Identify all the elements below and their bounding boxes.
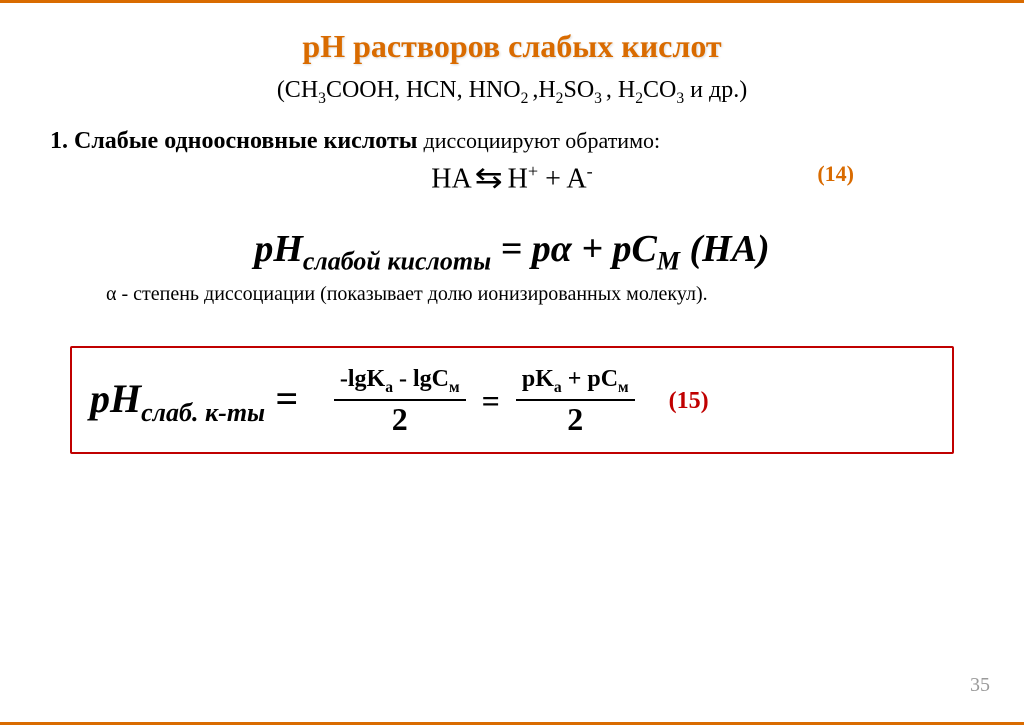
- section-heading: 1. Слабые одноосновные кислоты диссоциир…: [50, 128, 974, 155]
- slide-container: рН растворов слабых кислот (CH3COOH, HCN…: [0, 0, 1024, 725]
- fraction-1: -lgKa - lgCм 2: [334, 366, 466, 438]
- equation-label-14: (14): [817, 161, 854, 187]
- fraction-2: pKa + pCм 2: [516, 366, 635, 438]
- top-accent-bar: [0, 0, 1024, 3]
- equilibrium-arrow-icon: ⇆: [475, 161, 503, 194]
- boxed-formula-15: pHслаб. к-ты = -lgKa - lgCм 2 = pKa + pC…: [70, 346, 954, 454]
- slide-title: рН растворов слабых кислот: [50, 28, 974, 65]
- boxed-rhs: -lgKa - lgCм 2 = pKa + pCм 2 (15): [324, 366, 709, 438]
- dissociation-equation: HA ⇆ H+ + A- (14): [50, 161, 974, 195]
- page-number: 35: [970, 674, 990, 697]
- acid-examples-subtitle: (CH3COOH, HCN, HNO2 ,H2SO3 , H2CO3 и др.…: [50, 77, 974, 108]
- equation-label-15: (15): [669, 388, 709, 415]
- alpha-definition-note: α - степень диссоциации (показывает долю…: [106, 283, 974, 306]
- boxed-lhs: pHслаб. к-ты =: [90, 375, 298, 428]
- ph-weak-acid-formula: pHслабой кислоты = pα + pCM (HA): [50, 227, 974, 277]
